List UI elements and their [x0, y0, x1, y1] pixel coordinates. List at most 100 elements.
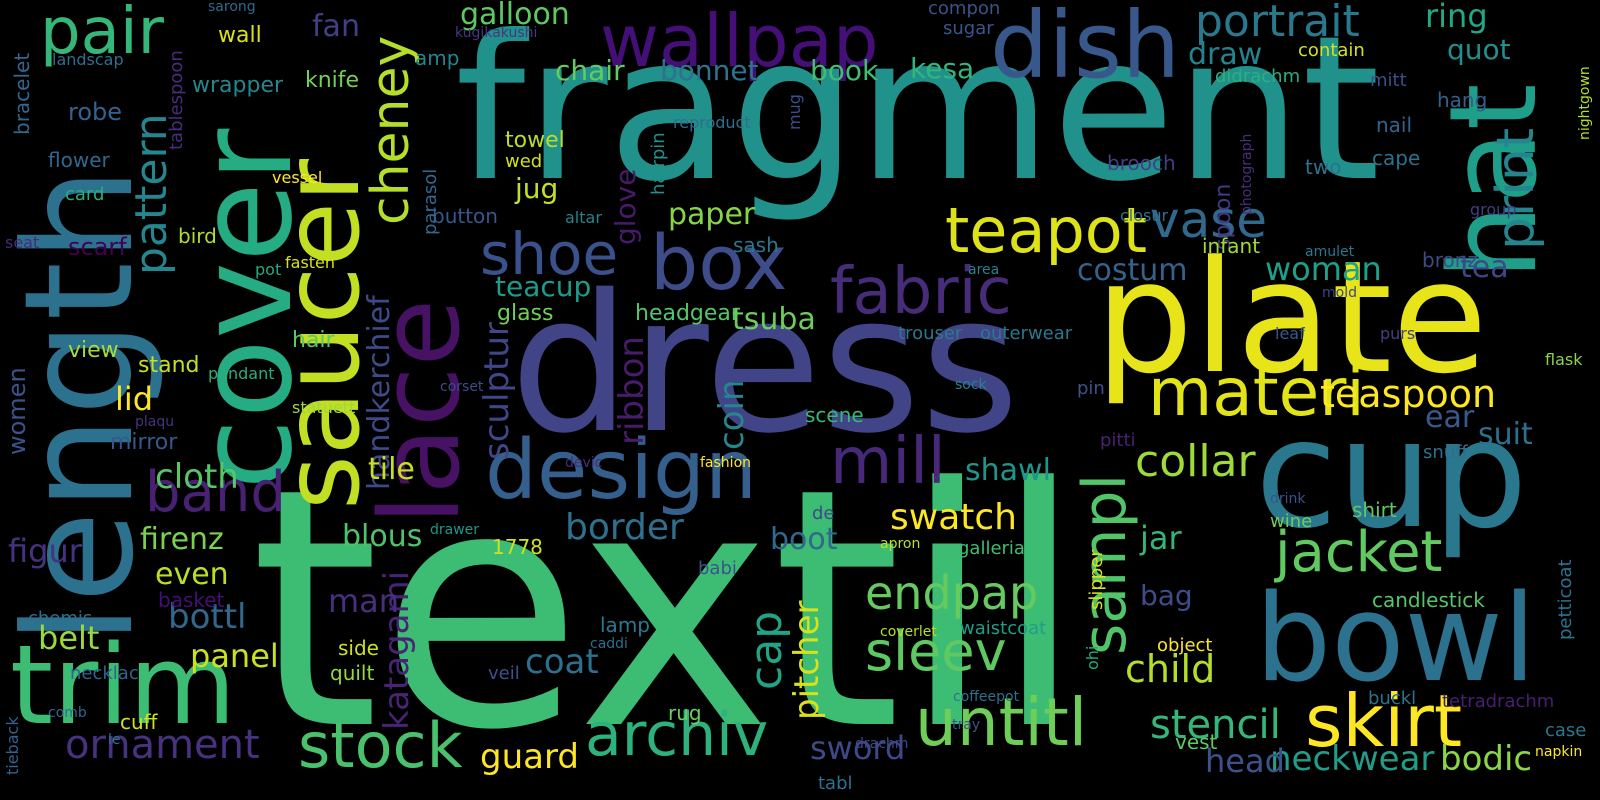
word-galleria: galleria: [958, 538, 1025, 559]
word-waistcoat: waistcoat: [960, 618, 1047, 639]
word-ribbon: ribbon: [612, 336, 652, 445]
word-button: button: [432, 204, 498, 228]
word-seat: seat: [5, 233, 40, 252]
word-ear: ear: [1425, 400, 1475, 435]
word-galloon: galloon: [460, 0, 570, 32]
word-glass: glass: [497, 301, 554, 326]
word-fashion: fashion: [700, 455, 752, 471]
word-stencil: stencil: [1150, 702, 1281, 748]
word-sock: sock: [955, 377, 987, 393]
word-teapot: teapot: [945, 194, 1148, 267]
word-photograph: photograph: [1239, 133, 1255, 215]
word-parasol: parasol: [420, 168, 441, 235]
word-didrachm: didrachm: [1215, 66, 1301, 87]
word-amulet: amulet: [1305, 244, 1355, 260]
word-sugar: sugar: [943, 18, 994, 39]
word-tray: tray: [952, 717, 981, 733]
word-sculptur: sculptur: [477, 322, 517, 460]
word-stand: stand: [138, 353, 200, 378]
word-necklac: necklac: [70, 663, 139, 684]
word-teaspoon: teaspoon: [1320, 372, 1497, 416]
word-bird: bird: [178, 224, 217, 248]
word-materi: materi: [1148, 354, 1365, 431]
word-tieback: tieback: [3, 716, 22, 775]
word-vessel: vessel: [272, 168, 323, 187]
word-bracelet: bracelet: [10, 52, 34, 135]
word-tile: tile: [368, 452, 415, 487]
word-knife: knife: [305, 68, 360, 93]
word-vest: vest: [1175, 730, 1218, 754]
word-trim: trim: [10, 621, 237, 749]
word-de: de: [812, 503, 835, 524]
word-mold: mold: [1322, 285, 1357, 301]
word-blous: blous: [342, 519, 423, 554]
word-box: box: [650, 218, 788, 307]
word-fan: fan: [312, 9, 360, 44]
word-sword: sword: [810, 729, 906, 767]
word-robe: robe: [68, 98, 123, 126]
word-ring: ring: [1425, 0, 1488, 35]
word-drachm: drachm: [855, 736, 909, 752]
word-wrapper: wrapper: [192, 73, 284, 98]
word-flask: flask: [1545, 350, 1583, 369]
word-untitl: untitl: [915, 684, 1088, 761]
word-pitcher: pitcher: [787, 600, 827, 721]
word-suit: suit: [1478, 417, 1533, 452]
word-side: side: [338, 636, 379, 660]
word-shawl: shawl: [965, 453, 1051, 488]
word-towel: towel: [505, 128, 565, 153]
word-tetradrachm: tetradrachm: [1442, 691, 1555, 712]
word-purs: purs: [1380, 324, 1416, 343]
word-child: child: [1125, 647, 1216, 691]
word-hang: hang: [1437, 88, 1488, 112]
word-quot: quot: [1447, 33, 1511, 66]
word-cape: cape: [1372, 146, 1421, 170]
word-firenz: firenz: [140, 522, 224, 557]
word-group: group: [1470, 200, 1517, 219]
word-paper: paper: [668, 197, 756, 232]
word-cheney: cheney: [361, 35, 421, 225]
word-landscap: landscap: [52, 50, 124, 69]
word-lid: lid: [115, 380, 154, 418]
word-swatch: swatch: [890, 497, 1017, 538]
word-kugikakushi: kugikakushi: [455, 25, 538, 41]
word-textil: textil: [250, 418, 1085, 800]
word-chair: chair: [555, 54, 625, 87]
word-sleev: sleev: [865, 620, 1007, 683]
word-bronz: bronz: [1422, 248, 1478, 272]
word-panel: panel: [190, 637, 279, 675]
word-statuett: statuett: [292, 398, 356, 417]
word-figur: figur: [8, 532, 82, 570]
word-draw: draw: [1188, 37, 1263, 72]
word-wallpap: wallpap: [600, 0, 879, 83]
word-petticoat: petticoat: [1555, 559, 1576, 640]
word-corset: corset: [440, 379, 484, 395]
word-veil: veil: [488, 663, 520, 684]
word-drink: drink: [1270, 491, 1306, 507]
word-coin: coin: [712, 379, 752, 451]
word-trouser: trouser: [898, 323, 963, 344]
word-buckl: buckl: [1368, 688, 1417, 709]
word-plaqu: plaqu: [135, 414, 175, 430]
word-band: band: [145, 460, 286, 525]
word-pin: pin: [1077, 378, 1105, 399]
word-two: two: [1305, 155, 1342, 179]
word-archiv: archiv: [585, 700, 769, 770]
word-sash: sash: [733, 233, 779, 257]
word-mug: mug: [785, 94, 804, 130]
word-coat: coat: [525, 642, 599, 682]
word-infant: infant: [1202, 234, 1261, 258]
word-basket: basket: [158, 588, 225, 612]
word-area: area: [968, 262, 1000, 278]
word-endpap: endpap: [865, 566, 1039, 620]
word-cap: cap: [741, 610, 792, 690]
word-leaf: leaf: [1275, 324, 1305, 343]
word-glove: glove: [609, 168, 642, 245]
word-dress: dress: [510, 254, 1020, 475]
word-nail: nail: [1376, 113, 1413, 137]
word-object: object: [1157, 635, 1213, 656]
word-ornament: ornament: [65, 722, 260, 768]
word-scarf: scarf: [68, 233, 127, 261]
word-costum: costum: [1077, 253, 1188, 288]
word-napkin: napkin: [1535, 744, 1583, 760]
